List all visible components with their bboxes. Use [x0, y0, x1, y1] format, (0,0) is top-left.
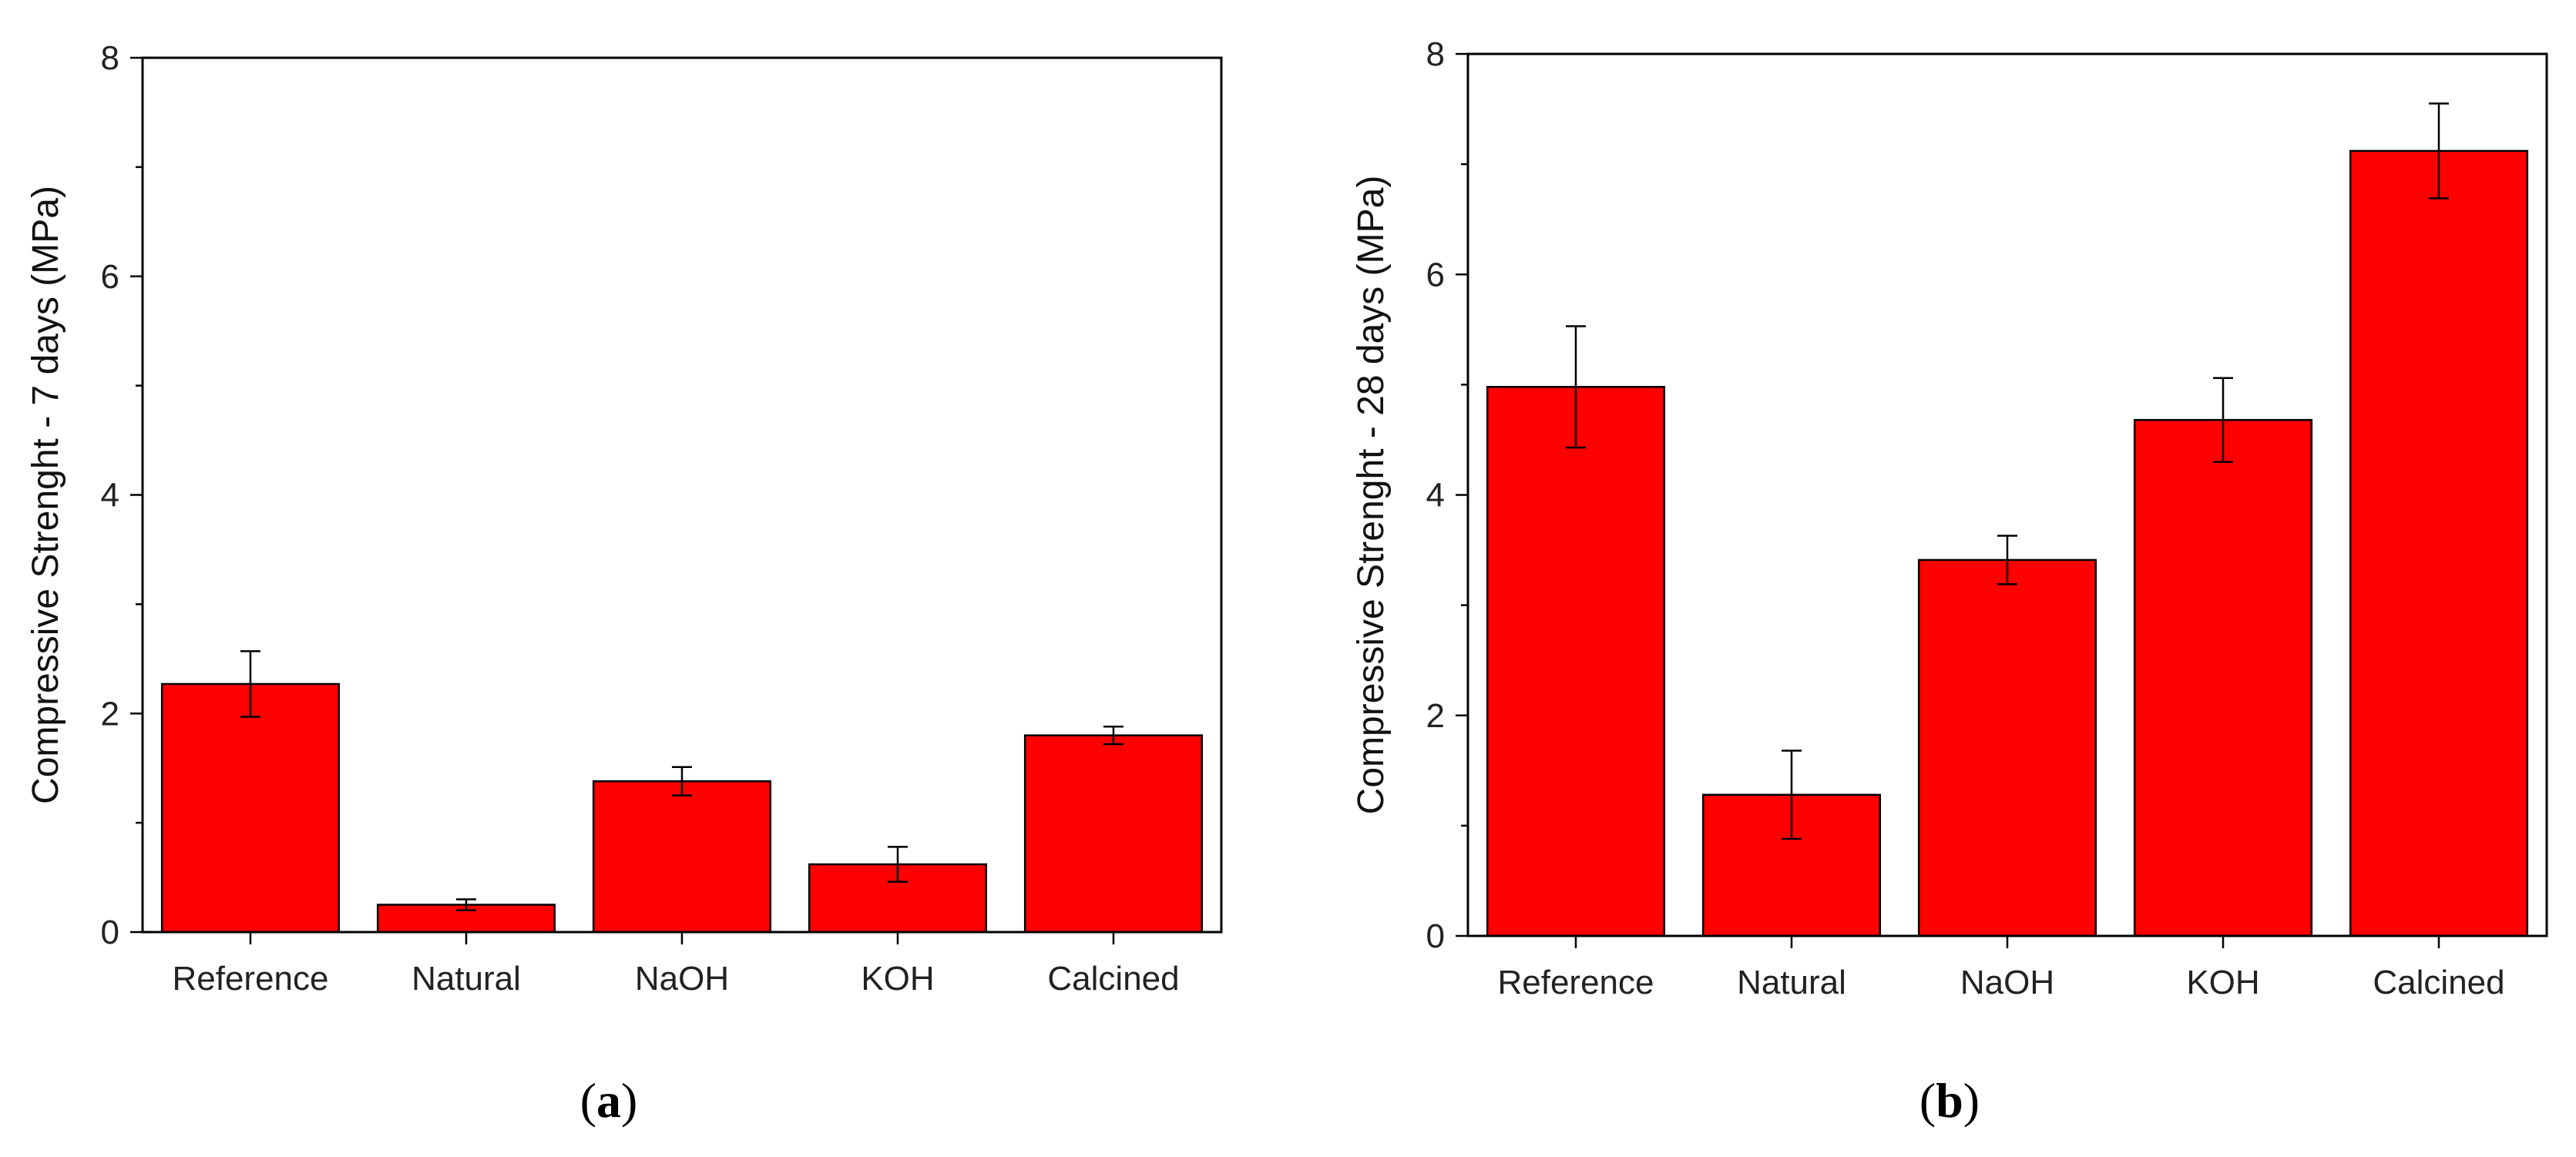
bar-calcined: [1023, 734, 1204, 934]
bar-koh: [2133, 418, 2313, 937]
bar-naoh: [592, 780, 772, 934]
x-tick-label-calcined: Calcined: [2373, 964, 2504, 1001]
y-tick-label-4: 4: [1426, 477, 1445, 515]
panel-label-letter: a: [596, 1073, 621, 1128]
x-tick-label-naoh: NaOH: [635, 960, 729, 998]
x-tick-label-natural: Natural: [1737, 964, 1846, 1001]
x-tick-label-naoh: NaOH: [1960, 964, 2054, 1001]
x-tick-label-calcined: Calcined: [1047, 960, 1179, 998]
y-axis-title: Compressive Strenght - 28 days (MPa): [1351, 176, 1392, 815]
x-tick-label-natural: Natural: [411, 960, 521, 998]
y-tick-label-0: 0: [1426, 917, 1445, 955]
y-tick-label-2: 2: [101, 695, 119, 733]
chart-panel-a: Reference Natural NaOH KOH Calcined 0 2 4 6 8 Comp…: [25, 39, 1223, 1128]
y-tick-label-8: 8: [101, 39, 119, 77]
panel-label-letter: b: [1936, 1073, 1963, 1128]
bar-reference: [160, 682, 341, 934]
x-tick-label-koh: KOH: [861, 960, 934, 998]
y-tick-label-0: 0: [101, 914, 119, 951]
y-tick-label-6: 6: [101, 258, 119, 296]
chart-panel-b: Reference Natural NaOH KOH Calcined 0 2 4 6 8 Comp…: [1351, 35, 2548, 1128]
panel-label-open-paren: (: [1919, 1073, 1936, 1128]
panel-label-close-paren: ): [621, 1073, 637, 1128]
y-axis-title: Compressive Strenght - 7 days (MPa): [25, 186, 66, 804]
bar-calcined: [2349, 149, 2529, 937]
x-tick-label-koh: KOH: [2186, 964, 2259, 1001]
y-tick-label-4: 4: [101, 477, 119, 515]
x-tick-label-reference: Reference: [172, 960, 328, 998]
x-tick-label-reference: Reference: [1497, 964, 1654, 1001]
panel-label: (b): [1919, 1073, 1980, 1128]
y-tick-label-6: 6: [1426, 256, 1445, 293]
bar-naoh: [1917, 558, 2097, 937]
panel-label-close-paren: ): [1963, 1073, 1980, 1128]
y-tick-label-8: 8: [1426, 35, 1445, 73]
y-tick-label-2: 2: [1426, 697, 1445, 735]
bar-reference: [1486, 385, 1666, 937]
panel-label: (a): [580, 1073, 638, 1128]
panel-label-open-paren: (: [580, 1073, 596, 1128]
